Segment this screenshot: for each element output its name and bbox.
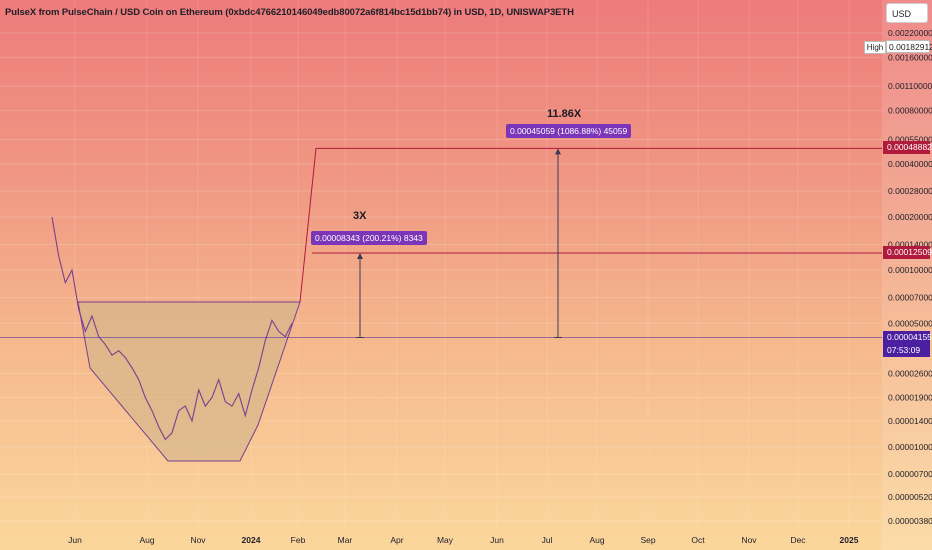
upper-target-line xyxy=(299,147,882,303)
x-tick-label: Sep xyxy=(640,535,655,545)
measure-arrow-11x-head xyxy=(555,148,561,155)
x-tick-label: 2024 xyxy=(242,535,261,545)
price-axis-panel[interactable] xyxy=(882,0,932,550)
x-tick-label: Jul xyxy=(542,535,553,545)
x-tick-label: Aug xyxy=(139,535,154,545)
y-tick-label: 0.00000380 xyxy=(888,516,932,526)
y-tick-label: 0.00160000 xyxy=(888,52,932,62)
measure-box-11x[interactable]: 0.00045059 (1086.88%) 45059 xyxy=(506,124,632,138)
x-tick-label: Mar xyxy=(338,535,353,545)
y-tick-label: 0.00002600 xyxy=(888,368,932,378)
measure-arrow-3x-head xyxy=(357,252,363,259)
price-line xyxy=(51,216,293,441)
y-tick-label: 0.00110000 xyxy=(888,81,932,91)
countdown-tag: 07:53:09 xyxy=(883,343,930,357)
y-tick-label: 0.00000700 xyxy=(888,469,932,479)
y-tick-label: 0.00014000 xyxy=(888,239,932,249)
cup-pattern xyxy=(77,301,301,462)
x-tick-label: Dec xyxy=(790,535,806,545)
y-tick-label: 0.00001400 xyxy=(888,416,932,426)
y-tick-label: 0.00000520 xyxy=(888,492,932,502)
x-tick-label: Nov xyxy=(190,535,206,545)
y-tick-label: 0.00020000 xyxy=(888,212,932,222)
y-tick-label: 0.00040000 xyxy=(888,159,932,169)
multiplier-label-11x: 11.86X xyxy=(547,108,582,120)
x-tick-label: Jun xyxy=(490,535,504,545)
currency-selector[interactable]: USD xyxy=(886,3,928,23)
y-tick-label: 0.00007000 xyxy=(888,292,932,302)
x-tick-label: Apr xyxy=(390,535,403,545)
measure-box-3x[interactable]: 0.00008343 (200.21%) 8343 xyxy=(311,231,427,245)
y-tick-label: 0.00220000 xyxy=(888,28,932,38)
high-value: 0.00182912 xyxy=(886,40,932,53)
y-tick-label: 0.00001000 xyxy=(888,442,932,452)
y-tick-label: 0.00001900 xyxy=(888,393,932,403)
y-tick-label: 0.00080000 xyxy=(888,106,932,116)
y-tick-label: 0.00028000 xyxy=(888,186,932,196)
price-level-tag-upper: 0.00048882 xyxy=(883,141,932,155)
x-tick-label: Feb xyxy=(291,535,306,545)
price-level-tag-lower: 0.00012509 xyxy=(883,245,932,259)
x-tick-label: Jun xyxy=(68,535,82,545)
current-price-tag: 0.00004155 xyxy=(883,330,932,344)
y-tick-label: 0.00005000 xyxy=(888,318,932,328)
y-tick-label: 0.00055000 xyxy=(888,134,932,144)
multiplier-label-3x: 3X xyxy=(353,210,367,222)
x-tick-label: May xyxy=(437,535,454,545)
chart-title: PulseX from PulseChain / USD Coin on Eth… xyxy=(5,7,574,18)
x-tick-label: Aug xyxy=(589,535,604,545)
x-tick-label: Nov xyxy=(741,535,757,545)
x-tick-label: Oct xyxy=(691,535,705,545)
x-tick-label: 2025 xyxy=(840,535,859,545)
y-tick-label: 0.00010000 xyxy=(888,265,932,275)
high-label: High xyxy=(864,41,886,54)
